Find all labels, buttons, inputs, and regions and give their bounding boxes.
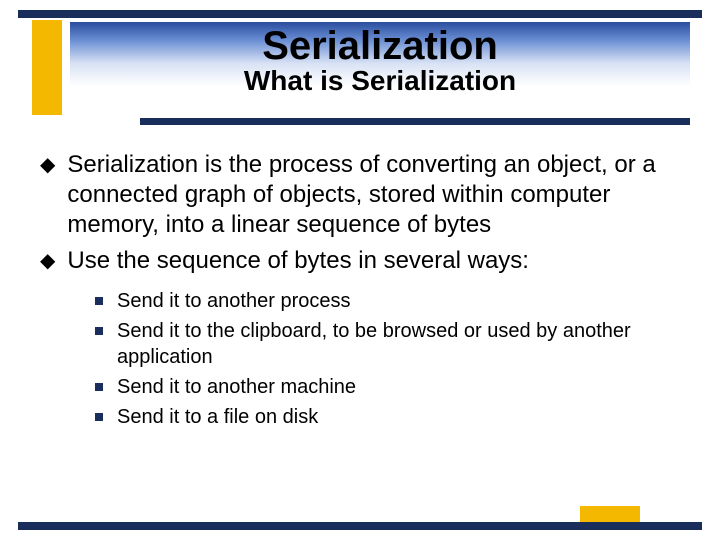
bullet-text: Serialization is the process of converti… — [67, 150, 682, 240]
square-bullet-icon — [95, 297, 103, 305]
sub-bullet-text: Send it to another machine — [117, 374, 356, 400]
slide-title: Serialization — [70, 24, 690, 69]
top-border-bar — [18, 10, 702, 18]
list-item: ◆ Use the sequence of bytes in several w… — [40, 246, 682, 276]
diamond-bullet-icon: ◆ — [40, 246, 55, 276]
slide: Serialization What is Serialization ◆ Se… — [0, 0, 720, 540]
sub-list: Send it to another process Send it to th… — [95, 288, 682, 430]
top-accent-block — [32, 20, 62, 115]
bullet-text: Use the sequence of bytes in several way… — [67, 246, 529, 276]
list-item: Send it to a file on disk — [95, 404, 682, 430]
square-bullet-icon — [95, 413, 103, 421]
square-bullet-icon — [95, 327, 103, 335]
sub-bullet-text: Send it to a file on disk — [117, 404, 318, 430]
list-item: ◆ Serialization is the process of conver… — [40, 150, 682, 240]
list-item: Send it to the clipboard, to be browsed … — [95, 318, 682, 370]
title-underline — [140, 118, 690, 125]
sub-bullet-text: Send it to another process — [117, 288, 350, 314]
bottom-border-bar — [18, 522, 702, 530]
list-item: Send it to another process — [95, 288, 682, 314]
list-item: Send it to another machine — [95, 374, 682, 400]
content-area: ◆ Serialization is the process of conver… — [40, 150, 682, 434]
square-bullet-icon — [95, 383, 103, 391]
sub-bullet-text: Send it to the clipboard, to be browsed … — [117, 318, 682, 370]
diamond-bullet-icon: ◆ — [40, 150, 55, 180]
title-area: Serialization What is Serialization — [70, 22, 690, 114]
slide-subtitle: What is Serialization — [70, 65, 690, 97]
